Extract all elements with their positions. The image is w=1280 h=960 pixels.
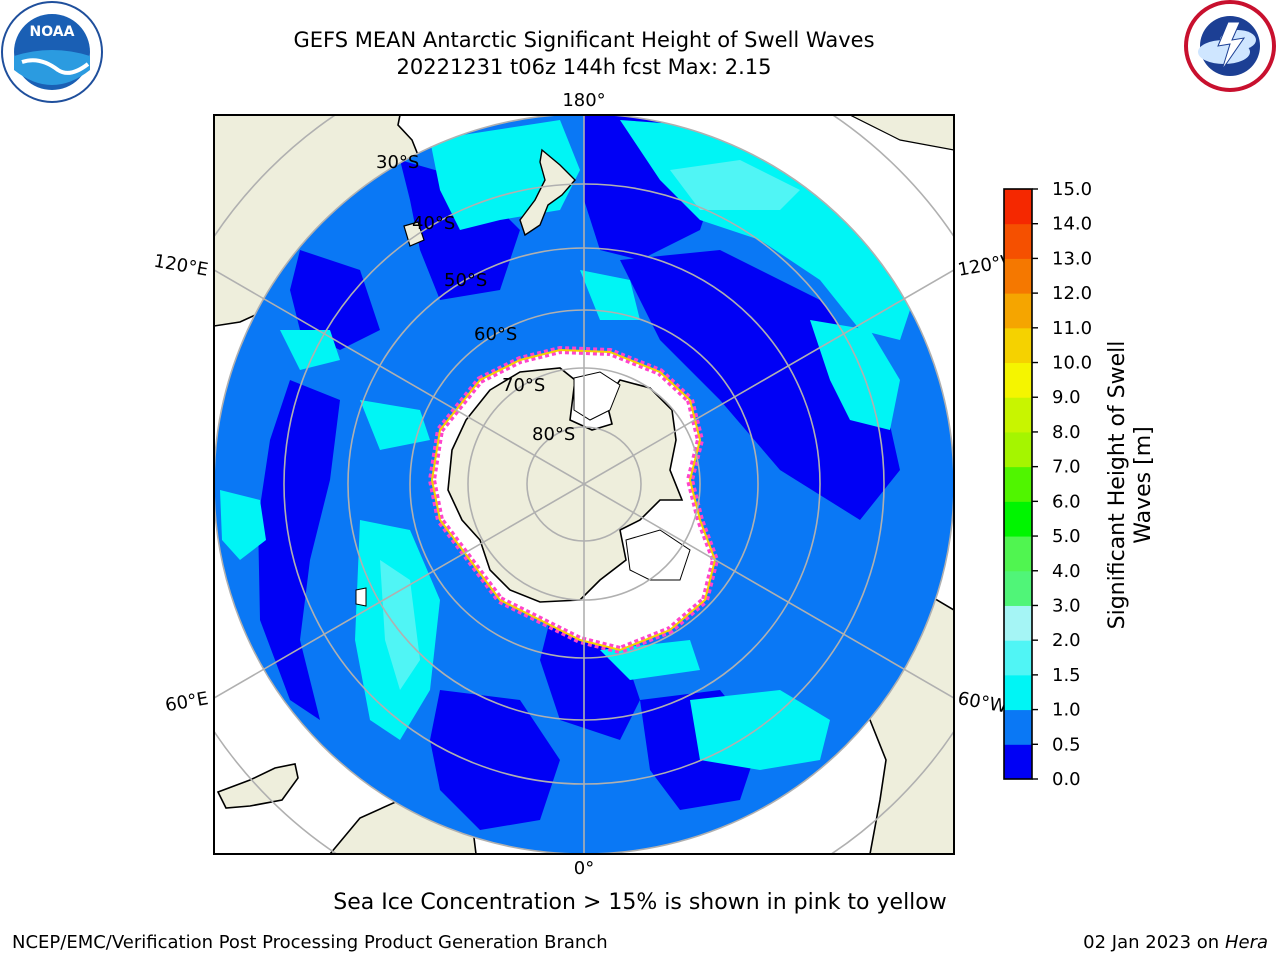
lon-label-lower-right: 60°W	[956, 688, 1009, 717]
upper-right-land	[849, 115, 954, 151]
colorbar-segment	[1004, 709, 1032, 745]
colorbar-tick-label: 1.0	[1052, 700, 1081, 721]
colorbar-tick-label: 5.0	[1052, 526, 1081, 547]
colorbar-segment	[1004, 189, 1032, 225]
colorbar-tick-label: 10.0	[1052, 353, 1092, 374]
colorbar-segment	[1004, 570, 1032, 606]
colorbar-segment	[1004, 674, 1032, 711]
colorbar-tick-label: 13.0	[1052, 248, 1092, 269]
nws-logo	[1184, 0, 1276, 92]
lat-label-60s: 60°S	[474, 324, 517, 345]
colorbar-segment	[1004, 744, 1032, 780]
colorbar-segment	[1004, 223, 1032, 259]
colorbar-tick-label: 15.0	[1052, 179, 1092, 200]
colorbar-segment	[1004, 501, 1032, 537]
colorbar-segment	[1004, 466, 1032, 502]
colorbar-label-line2: Waves [m]	[1131, 426, 1156, 543]
colorbar-tick-label: 11.0	[1052, 318, 1092, 339]
colorbar-tick-label: 7.0	[1052, 457, 1081, 478]
colorbar-tick-label: 3.0	[1052, 595, 1081, 616]
lat-label-80s: 80°S	[532, 424, 575, 445]
lon-label-bottom: 0°	[574, 858, 594, 879]
host-name: Hera	[1224, 932, 1268, 953]
new-zealand-landmass	[519, 148, 576, 237]
colorbar-segment	[1004, 293, 1032, 329]
colorbar-segment	[1004, 605, 1032, 641]
colorbar-segment	[1004, 362, 1032, 398]
colorbar-tick-label: 4.0	[1052, 561, 1081, 582]
lat-label-50s: 50°S	[444, 270, 487, 291]
colorbar: 0.0 0.5 1.0 1.5 2.0 3.0 4.0 5.0 6.0 7.0 8.0 9.0 10.0…	[1003, 179, 1092, 790]
chart-subtitle: 20221231 t06z 144h fcst Max: 2.15	[396, 55, 772, 79]
colorbar-tick-label: 2.0	[1052, 630, 1081, 651]
graticule	[214, 115, 954, 854]
colorbar-tick-label: 9.0	[1052, 387, 1081, 408]
lon-label-top: 180°	[562, 90, 605, 111]
colorbar-segment	[1004, 327, 1032, 364]
colorbar-label-line1: Significant Height of Swell	[1105, 341, 1130, 630]
lat-label-30s: 30°S	[376, 152, 419, 173]
lat-label-40s: 40°S	[412, 213, 455, 234]
noaa-logo-text: NOAA	[30, 24, 75, 40]
lat-label-70s: 70°S	[502, 375, 545, 396]
colorbar-segment	[1004, 536, 1032, 572]
colorbar-tick-label: 14.0	[1052, 214, 1092, 235]
colorbar-frame	[1003, 188, 1033, 780]
map-area: 30°S 40°S 50°S 60°S 70°S 80°S	[214, 115, 954, 854]
colorbar-tick-label: 8.0	[1052, 422, 1081, 443]
colorbar-tick-label: 1.5	[1052, 665, 1081, 686]
lon-label-upper-left: 120°E	[152, 251, 210, 281]
colorbar-segment	[1004, 640, 1032, 676]
colorbar-segment	[1004, 431, 1032, 468]
noaa-logo: NOAA	[1, 1, 103, 103]
chart-title: GEFS MEAN Antarctic Significant Height o…	[293, 28, 875, 52]
lon-label-lower-left: 60°E	[164, 688, 210, 716]
colorbar-tick-label: 12.0	[1052, 283, 1092, 304]
date-text: 02 Jan 2023 on	[1083, 932, 1225, 953]
sea-ice-note: Sea Ice Concentration > 15% is shown in …	[333, 890, 947, 915]
colorbar-segment	[1004, 397, 1032, 433]
credit-line: NCEP/EMC/Verification Post Processing Pr…	[12, 932, 608, 953]
colorbar-tick-label: 0.5	[1052, 734, 1081, 755]
colorbar-tick-label: 0.0	[1052, 769, 1081, 790]
map-frame	[213, 114, 955, 855]
date-line: 02 Jan 2023 on Hera	[1083, 932, 1268, 953]
colorbar-tick-label: 6.0	[1052, 491, 1081, 512]
colorbar-segment	[1004, 258, 1032, 294]
